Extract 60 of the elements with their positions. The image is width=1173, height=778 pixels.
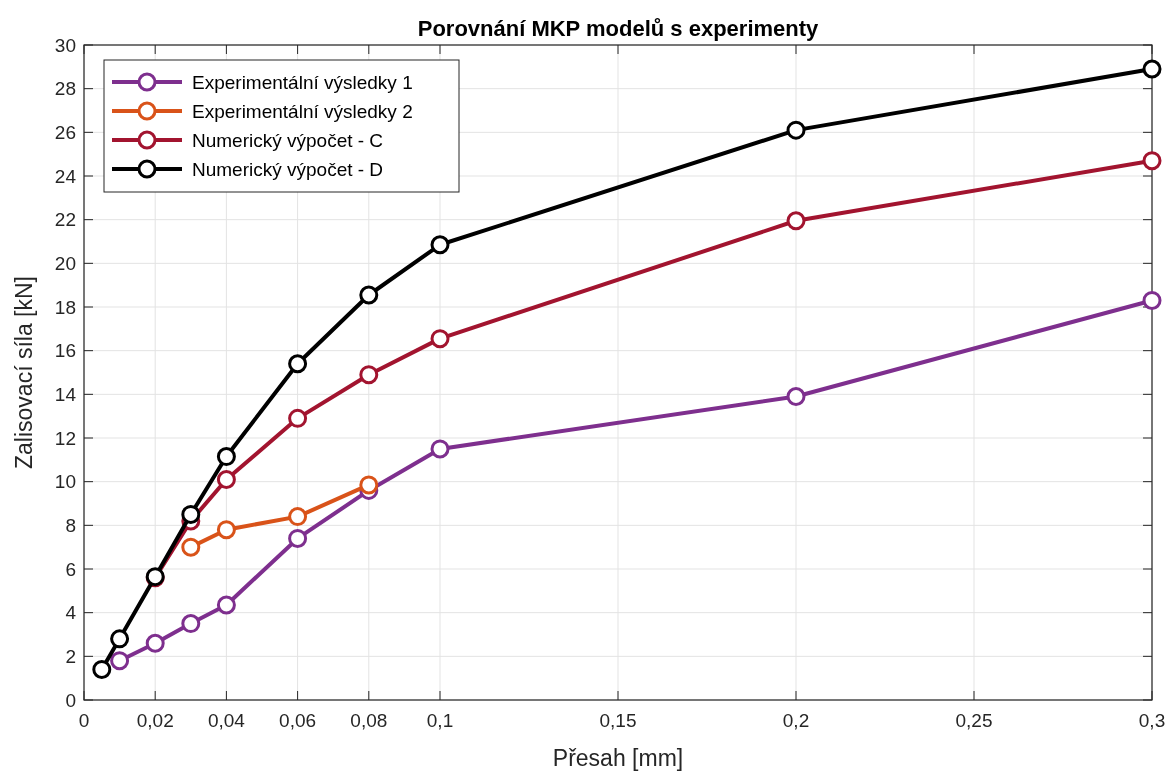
- chart-title: Porovnání MKP modelů s experimenty: [417, 16, 820, 41]
- x-tick-label: 0,25: [955, 710, 993, 731]
- point: [786, 387, 806, 407]
- y-tick-label: 18: [54, 296, 76, 318]
- y-tick-label: 12: [54, 427, 76, 449]
- point: [181, 537, 201, 557]
- point: [430, 329, 450, 349]
- point: [181, 504, 201, 524]
- legend-label: Experimentální výsledky 2: [192, 100, 413, 122]
- y-axis-title: Zalisovací síla [kN]: [11, 276, 37, 469]
- x-tick-label: 0: [78, 710, 90, 731]
- y-tick-label: 22: [54, 209, 76, 231]
- y-tick-label: 16: [54, 340, 76, 362]
- y-tick-label: 10: [54, 471, 76, 493]
- y-tick-label: 2: [65, 645, 76, 667]
- y-tick-label: 20: [54, 252, 76, 274]
- y-tick-label: 6: [65, 558, 76, 580]
- y-tick-label: 24: [54, 165, 77, 187]
- point: [359, 285, 379, 305]
- y-tick-label: 28: [54, 78, 76, 100]
- point: [1142, 151, 1162, 171]
- y-tick-label: 14: [54, 383, 77, 405]
- y-tick-label: 30: [54, 34, 76, 56]
- point: [216, 595, 236, 615]
- point: [216, 469, 236, 489]
- y-tick-label: 4: [65, 602, 77, 624]
- y-tick-label: 26: [54, 121, 76, 143]
- point: [1142, 59, 1162, 79]
- point: [430, 439, 450, 459]
- point: [110, 629, 130, 649]
- legend-label: Experimentální výsledky 1: [192, 71, 413, 93]
- legend-label: Numerický výpočet - D: [192, 158, 384, 180]
- point: [288, 528, 308, 548]
- legend-label: Numerický výpočet - C: [192, 129, 384, 151]
- x-tick-label: 0,02: [136, 710, 174, 731]
- point: [1142, 290, 1162, 310]
- x-tick-label: 0,04: [207, 710, 246, 731]
- point: [430, 235, 450, 255]
- point: [786, 120, 806, 140]
- point: [359, 475, 379, 495]
- point: [92, 659, 112, 679]
- point: [110, 651, 130, 671]
- point: [216, 520, 236, 540]
- point: [181, 614, 201, 634]
- x-tick-label: 0,2: [782, 710, 810, 731]
- x-tick-label: 0,1: [426, 710, 454, 731]
- y-tick-label: 0: [65, 689, 76, 711]
- point: [216, 447, 236, 467]
- point: [288, 354, 308, 374]
- x-tick-label: 0,15: [599, 710, 637, 731]
- x-axis-title: Přesah [mm]: [552, 745, 684, 771]
- point: [145, 633, 165, 653]
- x-tick-label: 0,06: [279, 710, 317, 731]
- point: [288, 408, 308, 428]
- y-tick-label: 8: [65, 514, 76, 536]
- point: [786, 211, 806, 231]
- point: [288, 507, 308, 527]
- x-tick-label: 0,3: [1138, 710, 1166, 731]
- x-tick-label: 0,08: [350, 710, 388, 731]
- point: [359, 365, 379, 385]
